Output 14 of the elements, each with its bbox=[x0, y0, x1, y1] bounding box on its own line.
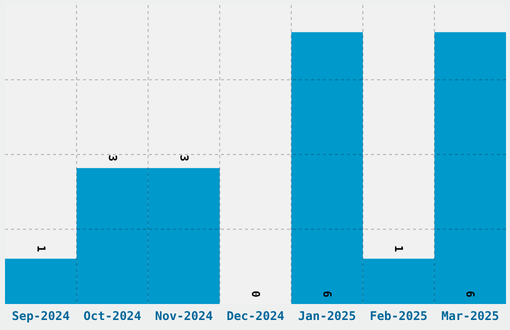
data-label: 6 bbox=[464, 290, 477, 298]
data-label: 3 bbox=[106, 154, 119, 162]
x-tick-label: Mar-2025 bbox=[441, 309, 500, 323]
x-tick-label: Dec-2024 bbox=[226, 309, 284, 323]
x-tick-label: Jan-2025 bbox=[298, 309, 356, 323]
data-label: 0 bbox=[249, 290, 262, 298]
x-tick-label: Sep-2024 bbox=[12, 309, 70, 323]
data-label: 6 bbox=[320, 290, 334, 298]
data-label: 1 bbox=[392, 245, 406, 252]
x-tick-label: Feb-2025 bbox=[370, 309, 428, 323]
data-label: 3 bbox=[177, 154, 190, 162]
data-label: 1 bbox=[34, 245, 48, 252]
x-tick-label: Oct-2024 bbox=[83, 309, 142, 323]
x-tick-label: Nov-2024 bbox=[155, 309, 213, 323]
